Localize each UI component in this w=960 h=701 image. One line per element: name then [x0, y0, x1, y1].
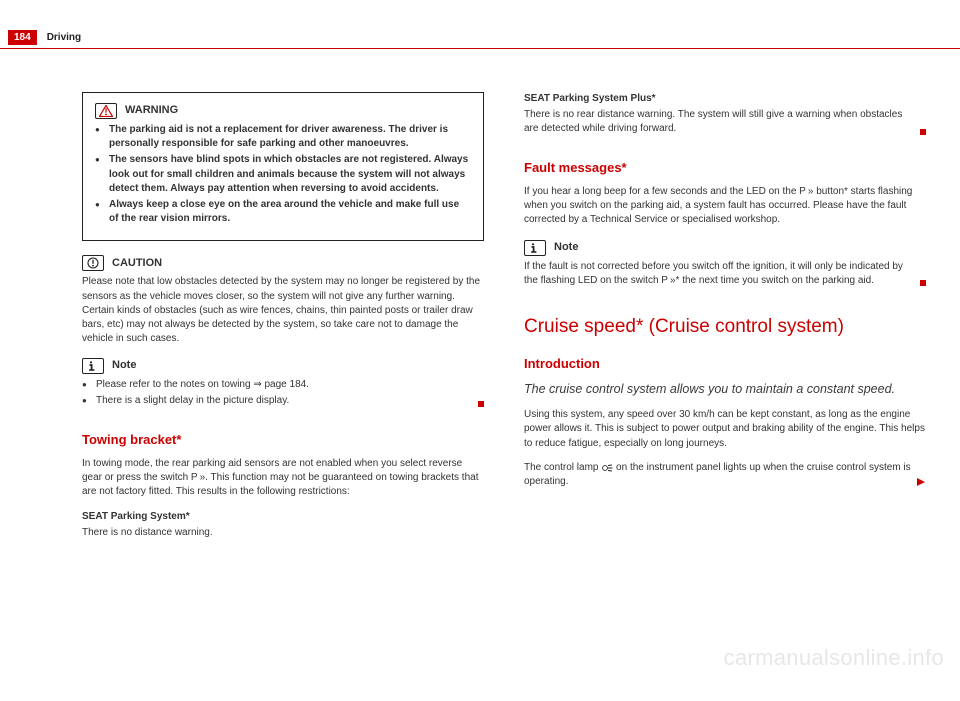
seat-plus-block: There is no rear distance warning. The s…	[524, 108, 926, 136]
header-bar: 184 Driving	[0, 28, 960, 46]
cruise-p2-a: The control lamp	[524, 462, 601, 473]
list-item: The sensors have blind spots in which ob…	[95, 153, 471, 196]
section-end-icon	[920, 129, 926, 135]
caution-text: Please note that low obstacles detected …	[82, 275, 484, 346]
page: 184 Driving WARNING The parking aid is n…	[0, 0, 960, 701]
right-column: SEAT Parking System Plus* There is no re…	[524, 92, 926, 671]
warning-icon	[95, 103, 117, 119]
section-end-icon	[478, 401, 484, 407]
cruise-intro: The cruise control system allows you to …	[524, 381, 926, 398]
note-list: Please refer to the notes on towing ⇒ pa…	[82, 378, 484, 408]
info-icon	[82, 358, 104, 374]
list-item: Please refer to the notes on towing ⇒ pa…	[82, 378, 484, 392]
fault-note-head: Note	[524, 240, 926, 256]
caution-icon	[82, 255, 104, 271]
header-rule	[0, 48, 960, 49]
cruise-heading: Cruise speed* (Cruise control system)	[524, 314, 926, 341]
seat-plus-sub: SEAT Parking System Plus*	[524, 92, 926, 106]
warning-head: WARNING	[95, 103, 471, 119]
note-block: Please refer to the notes on towing ⇒ pa…	[82, 378, 484, 408]
seat-plus-body: There is no rear distance warning. The s…	[524, 108, 926, 136]
note-head: Note	[82, 358, 484, 374]
cruise-lamp-icon	[601, 463, 613, 471]
fault-heading: Fault messages*	[524, 159, 926, 177]
cruise-p1: Using this system, any speed over 30 km/…	[524, 408, 926, 451]
content-columns: WARNING The parking aid is not a replace…	[82, 92, 926, 671]
towing-heading: Towing bracket*	[82, 431, 484, 449]
note-title: Note	[112, 358, 136, 374]
info-icon	[524, 240, 546, 256]
section-end-icon	[920, 280, 926, 286]
left-column: WARNING The parking aid is not a replace…	[82, 92, 484, 671]
list-item: The parking aid is not a replacement for…	[95, 123, 471, 151]
caution-title: CAUTION	[112, 256, 162, 272]
fault-note-body: If the fault is not corrected before you…	[524, 260, 926, 288]
warning-box: WARNING The parking aid is not a replace…	[82, 92, 484, 241]
fault-body: If you hear a long beep for a few second…	[524, 185, 926, 228]
continue-icon	[916, 477, 926, 487]
page-number-badge: 184	[8, 30, 37, 45]
warning-title: WARNING	[125, 103, 178, 119]
list-item: There is a slight delay in the picture d…	[82, 394, 484, 408]
cruise-p2-block: The control lamp on the instrument panel…	[524, 461, 926, 489]
list-item: Always keep a close eye on the area arou…	[95, 198, 471, 226]
cruise-sub: Introduction	[524, 355, 926, 373]
caution-head: CAUTION	[82, 255, 484, 271]
towing-body: There is no distance warning.	[82, 526, 484, 540]
fault-note-block: If the fault is not corrected before you…	[524, 260, 926, 288]
fault-note-title: Note	[554, 240, 578, 256]
watermark-text: carmanualsonline.info	[724, 645, 944, 671]
towing-sub: SEAT Parking System*	[82, 510, 484, 524]
towing-intro: In towing mode, the rear parking aid sen…	[82, 457, 484, 500]
warning-list: The parking aid is not a replacement for…	[95, 123, 471, 226]
section-title: Driving	[47, 32, 81, 43]
cruise-p2: The control lamp on the instrument panel…	[524, 461, 926, 489]
